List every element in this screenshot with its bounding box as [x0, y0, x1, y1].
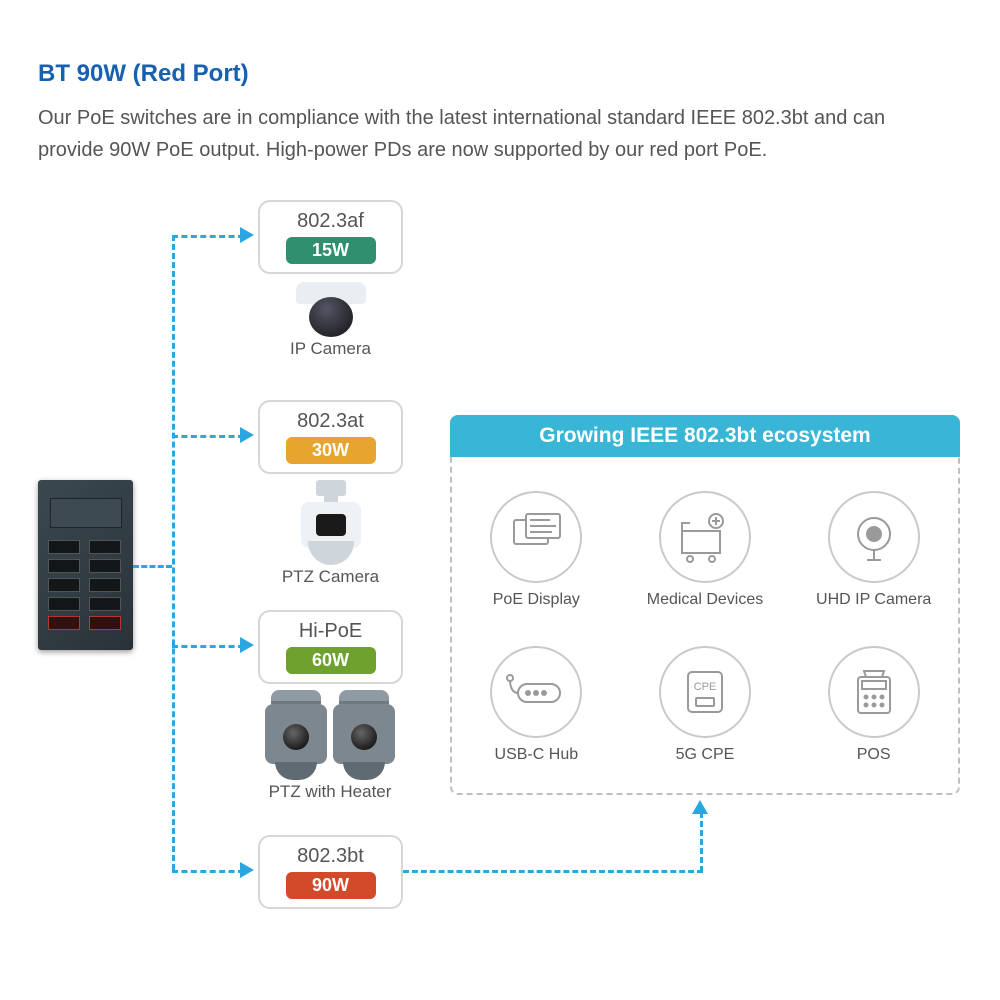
eco-label: USB-C Hub [490, 746, 582, 764]
svg-text:CPE: CPE [694, 681, 717, 693]
standard-name: 802.3af [260, 210, 401, 233]
cpe-icon: CPE [659, 646, 751, 738]
eco-label: Medical Devices [647, 591, 763, 609]
connector [172, 645, 244, 648]
eco-item-5gcpe: CPE 5G CPE [659, 646, 751, 764]
watt-pill: 90W [286, 872, 376, 899]
standard-name: 802.3bt [260, 845, 401, 868]
hub-icon [490, 646, 582, 738]
page-title: BT 90W (Red Port) [38, 60, 249, 88]
standard-name: Hi-PoE [260, 620, 401, 643]
connector [172, 235, 175, 870]
display-icon [490, 491, 582, 583]
dome-camera-icon [291, 282, 371, 337]
camera-icon [828, 491, 920, 583]
poe-switch-device [38, 480, 133, 650]
standard-name: 802.3at [260, 410, 401, 433]
connector [403, 870, 703, 873]
eco-item-display: PoE Display [490, 491, 582, 609]
standard-box-bt: 802.3bt 90W [258, 835, 403, 909]
ptz-camera-icon [296, 480, 366, 565]
connector [172, 235, 244, 238]
standard-box-hipoe: Hi-PoE 60W [258, 610, 403, 684]
medical-icon [659, 491, 751, 583]
device-ip-camera: IP Camera [268, 282, 393, 359]
arrow-icon [240, 427, 254, 443]
standard-box-af: 802.3af 15W [258, 200, 403, 274]
watt-pill: 60W [286, 647, 376, 674]
ecosystem-panel: Growing IEEE 802.3bt ecosystem PoE Displ… [450, 415, 960, 795]
ptz-heater-icon [260, 690, 400, 780]
watt-pill: 15W [286, 237, 376, 264]
eco-item-uhdcam: UHD IP Camera [816, 491, 931, 609]
connector [172, 870, 244, 873]
connector [700, 812, 703, 872]
eco-label: POS [828, 746, 920, 764]
eco-label: PoE Display [490, 591, 582, 609]
watt-pill: 30W [286, 437, 376, 464]
arrow-icon [240, 862, 254, 878]
eco-item-pos: POS [828, 646, 920, 764]
ecosystem-title: Growing IEEE 802.3bt ecosystem [450, 415, 960, 457]
device-caption: PTZ Camera [278, 567, 383, 587]
arrow-icon [240, 637, 254, 653]
device-ptz-heater: PTZ with Heater [240, 690, 420, 802]
eco-label: 5G CPE [659, 746, 751, 764]
device-caption: IP Camera [268, 339, 393, 359]
arrow-icon [692, 800, 708, 814]
eco-item-usbc: USB-C Hub [490, 646, 582, 764]
page-description: Our PoE switches are in compliance with … [38, 102, 940, 166]
standard-box-at: 802.3at 30W [258, 400, 403, 474]
arrow-icon [240, 227, 254, 243]
eco-label: UHD IP Camera [816, 591, 931, 609]
connector [172, 435, 244, 438]
device-ptz-camera: PTZ Camera [278, 480, 383, 587]
device-caption: PTZ with Heater [240, 782, 420, 802]
connector [133, 565, 172, 568]
eco-item-medical: Medical Devices [647, 491, 763, 609]
pos-icon [828, 646, 920, 738]
